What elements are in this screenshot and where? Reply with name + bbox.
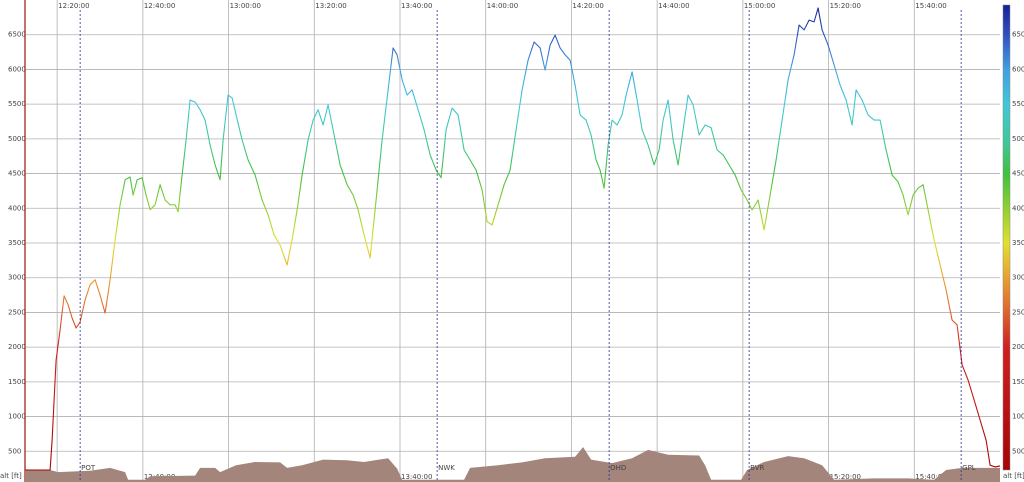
x-tick-label: 13:40:00 <box>401 473 432 481</box>
colorbar-tick-label: 500 <box>1012 447 1024 455</box>
waypoint-label: BVR <box>750 464 764 472</box>
colorbar-label: alt [ft] <box>1003 472 1024 480</box>
colorbar <box>1002 4 1011 471</box>
altitude-line <box>25 7 1001 471</box>
x-tick-label: 14:00:00 <box>487 2 518 10</box>
colorbar-tick-label: 5500 <box>1012 100 1024 108</box>
y-tick-label: 1000 <box>8 413 26 421</box>
x-tick-label: 13:40:00 <box>401 2 432 10</box>
x-tick-label: 14:20:00 <box>572 2 603 10</box>
y-tick-label: 3000 <box>8 274 26 282</box>
colorbar-tick-label: 3500 <box>1012 239 1024 247</box>
x-tick-label: 12:20:00 <box>58 2 89 10</box>
y-axis-label: alt [ft] <box>0 472 22 480</box>
terrain-area <box>25 447 1000 482</box>
colorbar-tick-label: 5000 <box>1012 135 1024 143</box>
y-tick-label: 3500 <box>8 239 26 247</box>
y-tick-label: 4000 <box>8 204 26 212</box>
waypoint-label: NWK <box>438 464 455 472</box>
x-tick-label: 15:00:00 <box>744 2 775 10</box>
waypoint-label: GPL <box>962 464 976 472</box>
colorbar-tick-label: 6000 <box>1012 65 1024 73</box>
y-tick-label: 5000 <box>8 135 26 143</box>
y-tick-label: 2000 <box>8 343 26 351</box>
x-tick-label: 15:20:00 <box>830 2 861 10</box>
colorbar-tick-label: 4000 <box>1012 204 1024 212</box>
y-tick-label: 5500 <box>8 100 26 108</box>
y-tick-label: 2500 <box>8 308 26 316</box>
x-tick-label: 15:40:00 <box>915 2 946 10</box>
colorbar-tick-label: 4500 <box>1012 170 1024 178</box>
colorbar-tick-label: 6500 <box>1012 31 1024 39</box>
y-tick-label: 1500 <box>8 378 26 386</box>
x-tick-label: 15:40:00 <box>915 473 946 481</box>
x-tick-label: 15:20:00 <box>830 473 861 481</box>
colorbar-tick-label: 2500 <box>1012 308 1024 316</box>
colorbar-tick-label: 1000 <box>1012 413 1024 421</box>
x-tick-label: 13:00:00 <box>230 2 261 10</box>
x-tick-label: 12:40:00 <box>144 2 175 10</box>
waypoint-label: POT <box>81 464 96 472</box>
waypoint-label: OHD <box>610 464 626 472</box>
y-tick-label: 500 <box>8 447 21 455</box>
x-tick-label: 14:40:00 <box>658 2 689 10</box>
y-tick-label: 6000 <box>8 65 26 73</box>
colorbar-tick-label: 3000 <box>1012 274 1024 282</box>
x-tick-label: 13:20:00 <box>315 2 346 10</box>
colorbar-tick-label: 2000 <box>1012 343 1024 351</box>
colorbar-tick-label: 1500 <box>1012 378 1024 386</box>
y-tick-label: 4500 <box>8 170 26 178</box>
y-tick-label: 6500 <box>8 31 26 39</box>
